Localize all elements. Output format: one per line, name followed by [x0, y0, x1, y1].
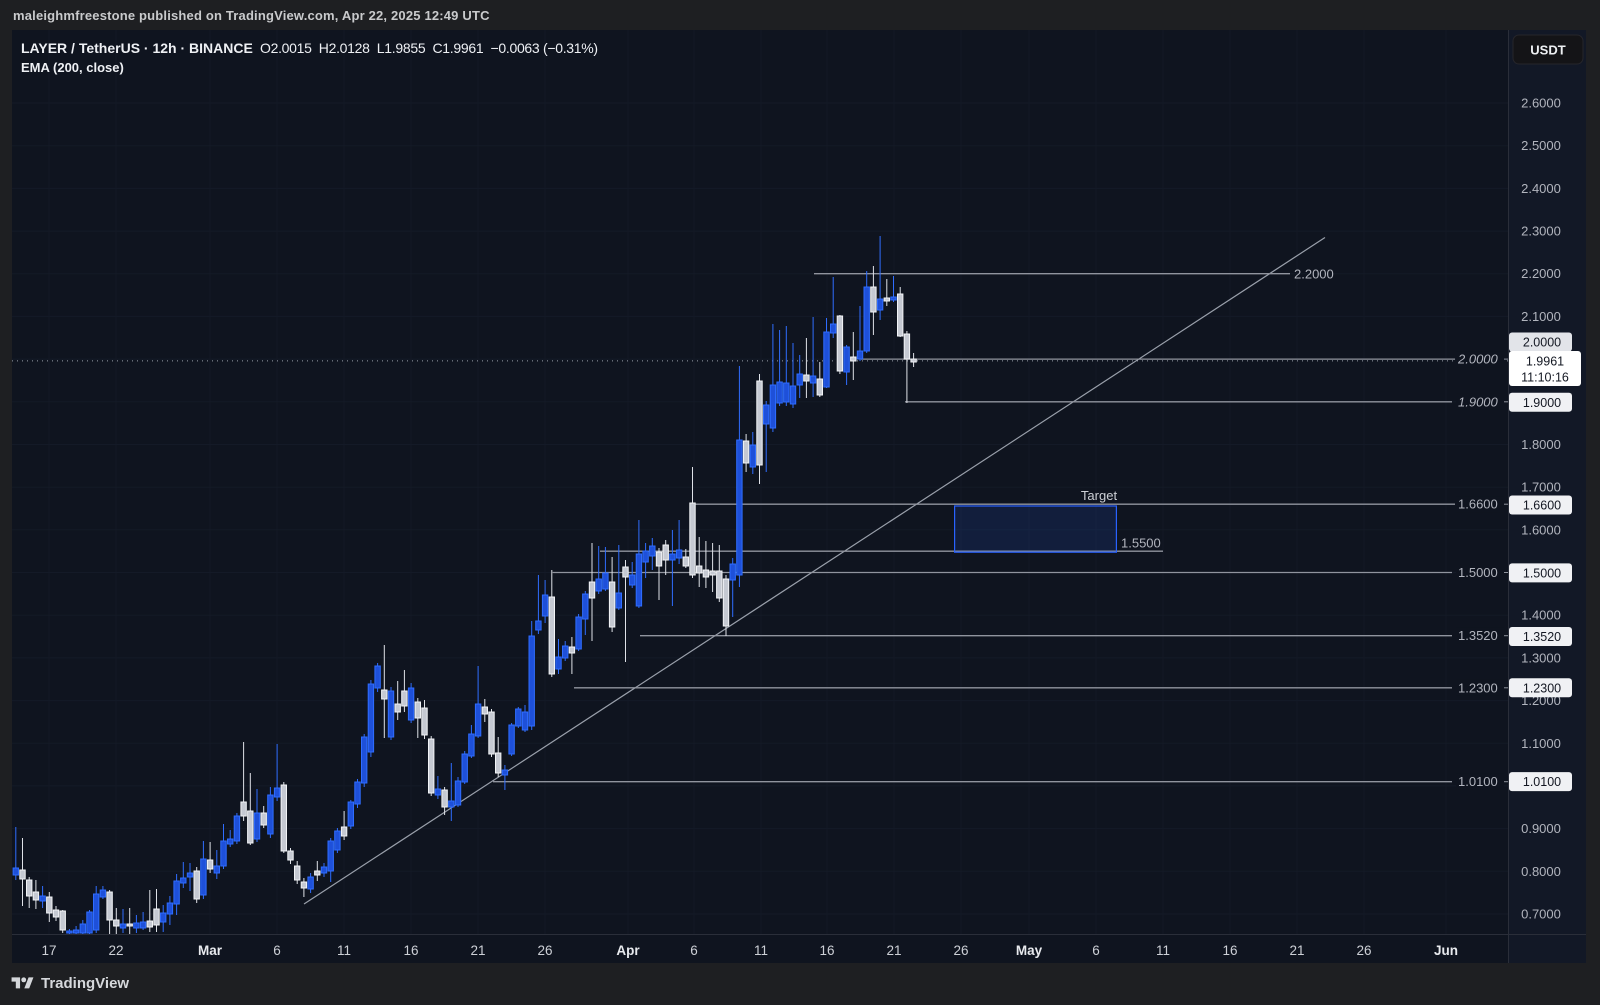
svg-text:1.9000: 1.9000 — [1458, 394, 1499, 409]
svg-text:1.6000: 1.6000 — [1521, 522, 1561, 537]
svg-text:1.3520: 1.3520 — [1523, 630, 1561, 644]
svg-text:1.5000: 1.5000 — [1523, 566, 1561, 580]
svg-text:6: 6 — [1092, 943, 1100, 958]
svg-text:1.3520: 1.3520 — [1458, 628, 1498, 643]
svg-text:May: May — [1016, 943, 1043, 958]
svg-text:21: 21 — [1289, 943, 1304, 958]
svg-text:2.0000: 2.0000 — [1457, 352, 1499, 367]
svg-text:1.3000: 1.3000 — [1521, 650, 1561, 665]
svg-text:16: 16 — [1222, 943, 1237, 958]
svg-text:6: 6 — [273, 943, 281, 958]
svg-text:16: 16 — [819, 943, 834, 958]
svg-text:Jun: Jun — [1434, 943, 1458, 958]
svg-text:1.9961: 1.9961 — [1526, 355, 1564, 369]
svg-text:2.5000: 2.5000 — [1521, 138, 1561, 153]
svg-text:11: 11 — [337, 943, 351, 958]
svg-text:2.6000: 2.6000 — [1521, 96, 1561, 111]
svg-text:16: 16 — [403, 943, 418, 958]
svg-text:Target: Target — [1081, 488, 1118, 503]
svg-text:Apr: Apr — [616, 943, 640, 958]
svg-text:1.9000: 1.9000 — [1523, 396, 1561, 410]
svg-text:1.6600: 1.6600 — [1458, 497, 1498, 512]
svg-text:21: 21 — [886, 943, 901, 958]
svg-text:2.3000: 2.3000 — [1521, 224, 1561, 239]
svg-text:0.8000: 0.8000 — [1521, 864, 1561, 879]
svg-text:1.7000: 1.7000 — [1521, 480, 1561, 495]
svg-text:26: 26 — [1356, 943, 1371, 958]
svg-text:1.1000: 1.1000 — [1521, 736, 1561, 751]
svg-text:26: 26 — [537, 943, 552, 958]
svg-text:11: 11 — [754, 943, 768, 958]
svg-text:1.0100: 1.0100 — [1523, 775, 1561, 789]
svg-text:1.8000: 1.8000 — [1521, 437, 1561, 452]
svg-text:Mar: Mar — [198, 943, 223, 958]
svg-text:2.1000: 2.1000 — [1521, 309, 1561, 324]
svg-text:21: 21 — [470, 943, 485, 958]
svg-text:22: 22 — [108, 943, 123, 958]
svg-text:11:10:16: 11:10:16 — [1521, 371, 1569, 385]
svg-text:2.2000: 2.2000 — [1294, 267, 1334, 282]
svg-text:1.4000: 1.4000 — [1521, 608, 1561, 623]
svg-text:1.2300: 1.2300 — [1523, 681, 1561, 695]
svg-text:1.0100: 1.0100 — [1458, 774, 1498, 789]
svg-text:6: 6 — [690, 943, 698, 958]
svg-text:2.4000: 2.4000 — [1521, 181, 1561, 196]
svg-text:2.0000: 2.0000 — [1523, 336, 1561, 350]
svg-text:2.2000: 2.2000 — [1521, 266, 1561, 281]
svg-text:USDT: USDT — [1530, 43, 1565, 58]
svg-text:0.9000: 0.9000 — [1521, 821, 1561, 836]
svg-text:0.7000: 0.7000 — [1521, 907, 1561, 922]
svg-text:17: 17 — [41, 943, 56, 958]
svg-text:26: 26 — [953, 943, 968, 958]
svg-text:1.5000: 1.5000 — [1458, 565, 1498, 580]
svg-text:11: 11 — [1156, 943, 1170, 958]
svg-text:1.6600: 1.6600 — [1523, 499, 1561, 513]
svg-text:1.2300: 1.2300 — [1458, 680, 1498, 695]
svg-text:1.5500: 1.5500 — [1121, 536, 1161, 551]
